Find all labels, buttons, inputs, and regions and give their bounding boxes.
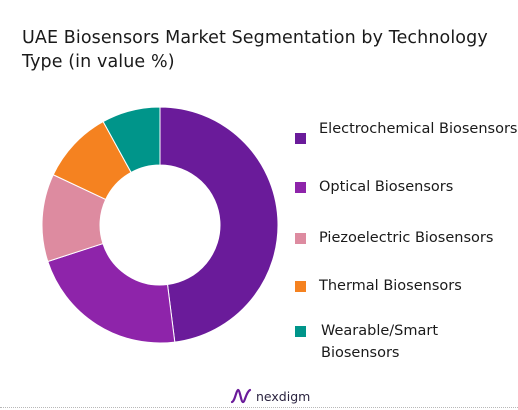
- donut-chart: [41, 106, 279, 344]
- brand-name: nexdigm: [256, 388, 311, 404]
- legend-swatch-electrochemical: [295, 133, 306, 144]
- donut-slice-optical: [47, 242, 176, 344]
- legend-label-thermal: Thermal Biosensors: [319, 278, 462, 294]
- legend-swatch-piezoelectric: [295, 233, 306, 244]
- legend-swatch-wearable: [295, 326, 306, 337]
- legend-label-electrochemical: Electrochemical Biosensors: [319, 121, 518, 137]
- legend-label-piezoelectric: Piezoelectric Biosensors: [319, 230, 494, 246]
- nexdigm-logo-icon: [230, 388, 252, 404]
- legend-swatch-optical: [295, 182, 306, 193]
- legend-label-optical: Optical Biosensors: [319, 179, 454, 195]
- legend-swatch-thermal: [295, 281, 306, 292]
- footer-logo: nexdigm: [230, 386, 310, 406]
- legend-label-wearable: Wearable/Smart Biosensors: [321, 323, 439, 361]
- footer-divider: [0, 407, 518, 408]
- chart-title: UAE Biosensors Market Segmentation by Te…: [22, 28, 488, 72]
- donut-slice-wearable: [102, 106, 161, 174]
- donut-slice-electrochemical: [159, 106, 279, 343]
